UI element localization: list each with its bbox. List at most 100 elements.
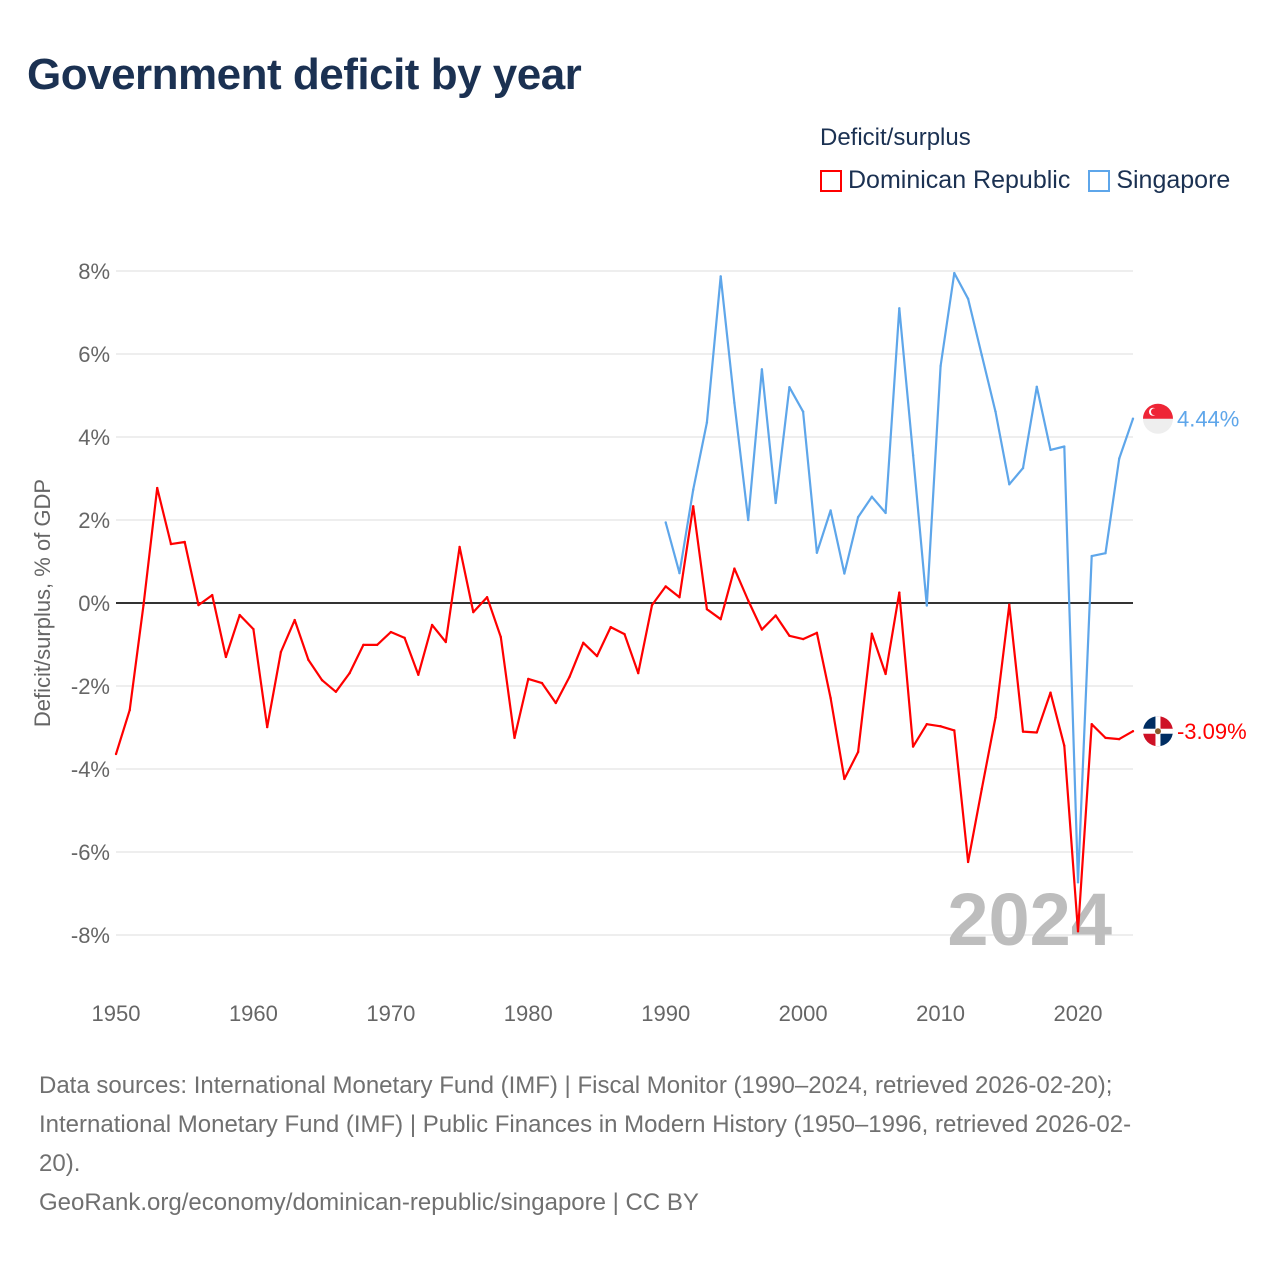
data-point-dominican-republic [197,603,200,607]
x-tick-label: 2010 [916,1001,965,1026]
data-point-dominican-republic [788,634,791,637]
data-point-dominican-republic [966,860,970,864]
data-point-dominican-republic [650,603,654,607]
data-point-singapore [719,275,722,278]
data-point-dominican-republic [733,567,736,570]
flag-quadrant [1157,716,1173,732]
flag-quadrant [1142,716,1158,732]
x-tick-label: 1950 [92,1001,141,1026]
y-axis-title: Deficit/surplus, % of GDP [30,479,55,727]
flag-quadrant [1142,731,1158,747]
legend-item-singapore[interactable]: Singapore [1088,166,1230,195]
data-point-dominican-republic [705,608,709,611]
data-point-dominican-republic [307,658,310,662]
data-point-dominican-republic [1090,722,1093,726]
y-tick-label: -6% [71,840,110,865]
data-point-dominican-republic [815,631,819,635]
data-point-dominican-republic [582,641,585,645]
data-point-singapore [1076,881,1080,884]
data-point-dominican-republic [499,635,502,639]
data-point-singapore [760,368,764,371]
data-point-dominican-republic [472,610,475,614]
x-tick-label: 2020 [1054,1001,1103,1026]
data-point-singapore [705,421,709,424]
data-point-dominican-republic [595,654,599,658]
data-point-dominican-republic [320,678,324,682]
x-tick-label: 1960 [229,1001,278,1026]
data-point-dominican-republic [362,643,365,647]
data-point-dominican-republic [678,595,681,599]
data-point-dominican-republic [843,777,846,781]
data-point-dominican-republic [746,599,750,602]
data-point-dominican-republic [1008,603,1011,606]
data-point-singapore [692,488,695,491]
data-point-singapore [939,364,942,368]
data-point-dominican-republic [293,618,296,622]
data-point-dominican-republic [513,736,516,740]
y-tick-label: 6% [78,342,110,367]
legend-title: Deficit/surplus [820,124,971,151]
data-point-dominican-republic [609,625,612,629]
data-point-singapore [870,495,874,498]
source-line: International Monetary Fund (IMF) | Publ… [39,1111,1132,1138]
x-tick-label: 1970 [366,1001,415,1026]
year-watermark: 2024 [947,878,1112,961]
y-tick-label: -8% [71,923,110,948]
source-line: Data sources: International Monetary Fun… [39,1072,1113,1099]
legend-swatch-dominican-republic [820,169,842,192]
data-point-dominican-republic [238,613,241,617]
data-point-dominican-republic [348,671,351,675]
data-point-singapore [925,604,929,607]
data-point-dominican-republic [911,745,915,748]
data-point-dominican-republic [829,696,832,700]
data-point-dominican-republic [1021,730,1025,733]
data-point-dominican-republic [279,650,283,654]
data-point-dominican-republic [568,675,571,679]
data-point-dominican-republic [1035,731,1038,734]
end-value-label-dominican-republic: -3.09% [1177,719,1247,744]
data-point-dominican-republic [637,671,640,675]
data-point-dominican-republic [458,545,461,549]
y-tick-label: -4% [71,757,110,782]
source-link[interactable]: GeoRank.org/economy/dominican-republic/s… [39,1189,699,1216]
y-tick-label: -2% [71,674,110,699]
data-point-dominican-republic [1131,730,1135,733]
data-point-dominican-republic [953,729,956,732]
y-tick-label: 4% [78,425,110,450]
data-point-singapore [1008,483,1011,486]
data-point-singapore [733,401,736,405]
data-point-singapore [829,509,832,512]
data-point-dominican-republic [870,632,874,635]
legend-item-dominican-republic[interactable]: Dominican Republic [820,166,1070,195]
end-value-label-singapore: 4.44% [1177,407,1239,432]
data-point-dominican-republic [1076,930,1080,933]
data-point-dominican-republic [540,681,544,685]
data-point-singapore [843,572,846,575]
data-point-dominican-republic [939,725,942,728]
data-point-singapore [980,354,983,357]
y-tick-label: 0% [78,591,110,616]
data-point-dominican-republic [774,614,777,617]
legend-label: Dominican Republic [848,166,1071,194]
data-point-singapore [664,521,667,524]
data-point-singapore [856,515,860,519]
legend: Dominican Republic Singapore [820,166,1248,195]
data-point-dominican-republic [375,643,379,647]
data-point-dominican-republic [211,593,214,597]
data-point-singapore [884,511,887,515]
data-point-dominican-republic [128,708,131,712]
data-point-dominican-republic [719,617,722,621]
data-point-dominican-republic [444,640,448,644]
source-notes: Data sources: International Monetary Fun… [39,1066,1239,1222]
data-point-singapore [1104,552,1107,555]
data-point-dominican-republic [252,627,255,631]
data-point-singapore [774,501,777,505]
x-tick-label: 2000 [779,1001,828,1026]
data-point-dominican-republic [417,673,420,676]
data-point-dominican-republic [623,632,626,636]
data-point-dominican-republic [884,672,887,676]
data-point-dominican-republic [1063,744,1066,747]
legend-label: Singapore [1116,166,1231,194]
x-tick-label: 1990 [641,1001,690,1026]
